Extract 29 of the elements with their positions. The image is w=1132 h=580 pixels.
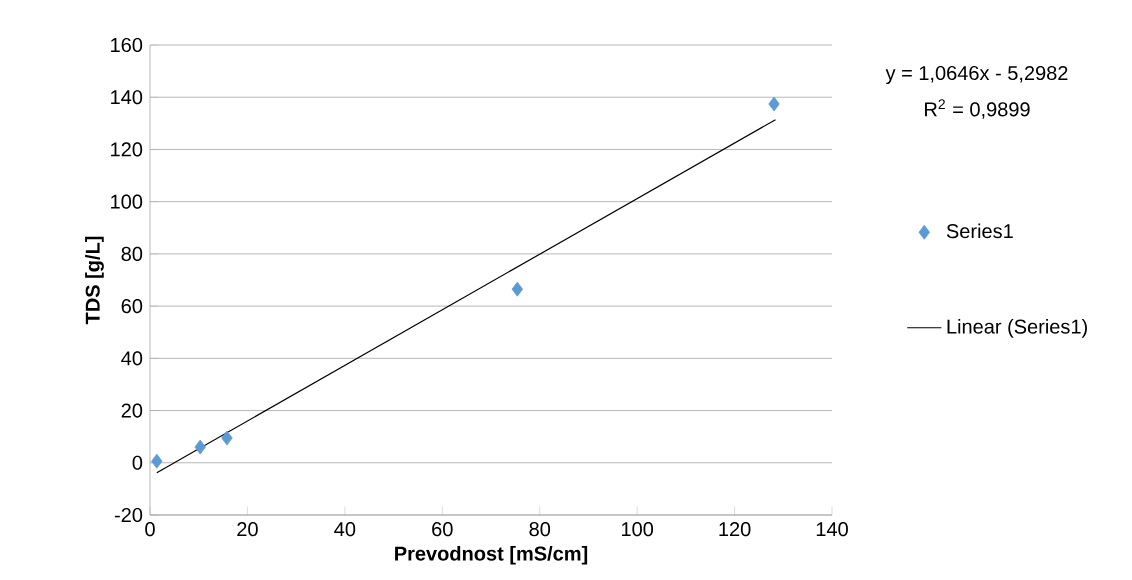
x-tick-label: 120 — [719, 522, 751, 537]
y-tick-label: 100 — [111, 194, 143, 209]
legend-label: Linear (Series1) — [947, 319, 1087, 338]
point — [768, 96, 780, 112]
y-tick-label: 60 — [121, 299, 143, 314]
y-tick-label: 160 — [111, 37, 143, 53]
x-tick-label: 60 — [432, 522, 453, 537]
point — [194, 439, 206, 455]
point — [511, 281, 523, 297]
y-tick-label: 20 — [121, 403, 143, 418]
text: y = 1,0646x - 5,2982 — [885, 65, 1068, 85]
x-tick-label: 80 — [529, 522, 551, 537]
x-tick-label: 20 — [237, 522, 258, 537]
y-tick-label: 140 — [111, 90, 143, 105]
y-axis-title: TDS [g/L] — [85, 236, 104, 325]
y-tick-label: 120 — [111, 142, 143, 157]
x-tick-label: 40 — [334, 522, 356, 537]
x-tick-label: 140 — [816, 522, 848, 537]
x-tick-label: 100 — [622, 522, 654, 537]
y-tick-label: 0 — [132, 455, 143, 470]
text: R$^{2}$ = 0,9899 — [925, 99, 1030, 119]
point — [151, 453, 163, 469]
x-axis-title: Prevodnost [mS/cm] — [395, 545, 588, 565]
y-tick-label: -20 — [114, 507, 143, 523]
legend-label: Series1 — [946, 223, 1013, 239]
y-tick-label: 80 — [121, 246, 143, 261]
y-tick-label: 40 — [121, 351, 143, 366]
point — [221, 430, 233, 446]
x-tick-label: 0 — [145, 522, 155, 537]
